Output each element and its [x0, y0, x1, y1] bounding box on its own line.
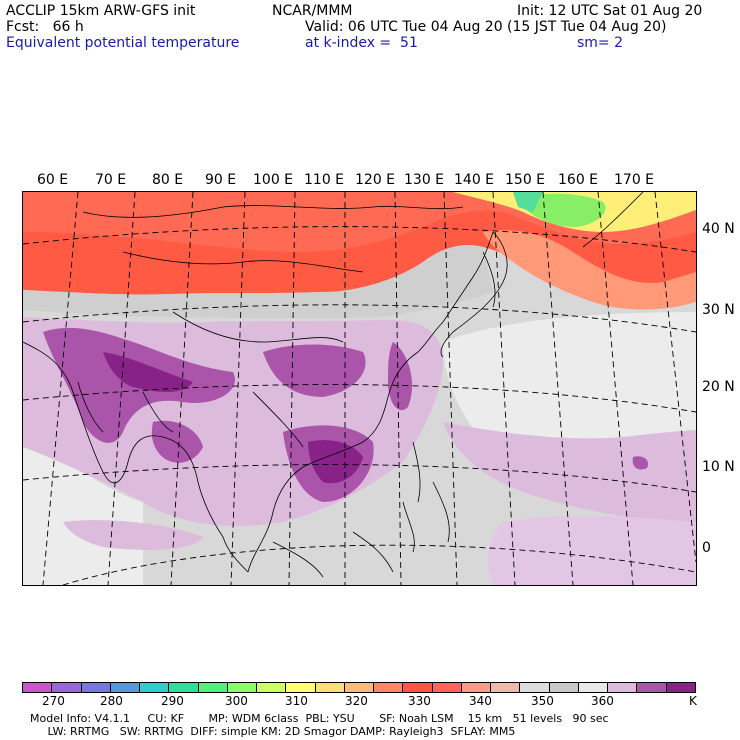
colorbar-swatch	[226, 682, 258, 693]
smoothing-info: sm= 2	[577, 35, 624, 51]
center-name: NCAR/MMM	[272, 3, 353, 19]
colorbar-label-320: 320	[345, 694, 368, 708]
lon-label-130e: 130 E	[404, 172, 445, 188]
lon-label-140e: 140 E	[454, 172, 495, 188]
forecast-hour: Fcst: 66 h	[6, 19, 84, 35]
lon-label-170e: 170 E	[614, 172, 655, 188]
lon-label-110e: 110 E	[304, 172, 345, 188]
colorbar-swatch	[22, 682, 53, 693]
lon-label-150e: 150 E	[505, 172, 546, 188]
model-info-line1: Model Info: V4.1.1 CU: KF MP: WDM 6class…	[30, 712, 609, 725]
field-name: Equivalent potential temperature	[6, 35, 240, 51]
lat-label-40n: 40 N	[702, 221, 735, 237]
colorbar-swatch	[577, 682, 609, 693]
colorbar-swatch	[548, 682, 579, 693]
lon-label-90e: 90 E	[205, 172, 237, 188]
map-canvas	[23, 192, 696, 585]
colorbar-label-340: 340	[469, 694, 492, 708]
level-info: at k-index = 51	[305, 35, 418, 51]
theta-e-map	[22, 191, 697, 586]
colorbar-swatch	[460, 682, 492, 693]
colorbar-label-330: 330	[408, 694, 431, 708]
colorbar-swatch	[402, 682, 433, 693]
colorbar-swatch	[168, 682, 199, 693]
colorbar-swatch	[607, 682, 638, 693]
lat-label-10n: 10 N	[702, 459, 735, 475]
colorbar-swatch	[285, 682, 316, 693]
colorbar-label-350: 350	[531, 694, 554, 708]
colorbar-swatch	[431, 682, 462, 693]
lon-label-80e: 80 E	[152, 172, 184, 188]
valid-time: Valid: 06 UTC Tue 04 Aug 20 (15 JST Tue …	[305, 19, 667, 35]
colorbar-label-280: 280	[100, 694, 123, 708]
colorbar-swatch	[80, 682, 111, 693]
model-title: ACCLIP 15km ARW-GFS init	[6, 3, 196, 19]
lat-label-0: 0	[702, 540, 711, 556]
colorbar-swatch	[636, 682, 667, 693]
colorbar-swatch	[314, 682, 345, 693]
colorbar-swatch	[51, 682, 82, 693]
colorbar-swatch	[519, 682, 550, 693]
lat-label-30n: 30 N	[702, 302, 735, 318]
colorbar-swatch	[109, 682, 141, 693]
colorbar-label-290: 290	[161, 694, 184, 708]
colorbar-swatch	[139, 682, 170, 693]
init-time: Init: 12 UTC Sat 01 Aug 20	[517, 3, 703, 19]
lon-label-120e: 120 E	[355, 172, 396, 188]
colorbar-label-270: 270	[42, 694, 65, 708]
colorbar-swatch	[256, 682, 287, 693]
model-info-line2: LW: RRTMG SW: RRTMG DIFF: simple KM: 2D …	[30, 725, 516, 738]
lon-label-60e: 60 E	[37, 172, 69, 188]
lat-label-20n: 20 N	[702, 379, 735, 395]
lon-label-70e: 70 E	[95, 172, 127, 188]
lon-label-100e: 100 E	[253, 172, 294, 188]
colorbar-swatch	[343, 682, 375, 693]
colorbar-unit: K	[689, 694, 697, 708]
colorbar-label-360: 360	[591, 694, 614, 708]
colorbar-swatch	[665, 682, 696, 693]
colorbar-swatch	[373, 682, 404, 693]
colorbar-label-310: 310	[285, 694, 308, 708]
colorbar-label-300: 300	[225, 694, 248, 708]
colorbar-swatch	[490, 682, 521, 693]
lon-label-160e: 160 E	[558, 172, 599, 188]
colorbar-swatch	[197, 682, 228, 693]
